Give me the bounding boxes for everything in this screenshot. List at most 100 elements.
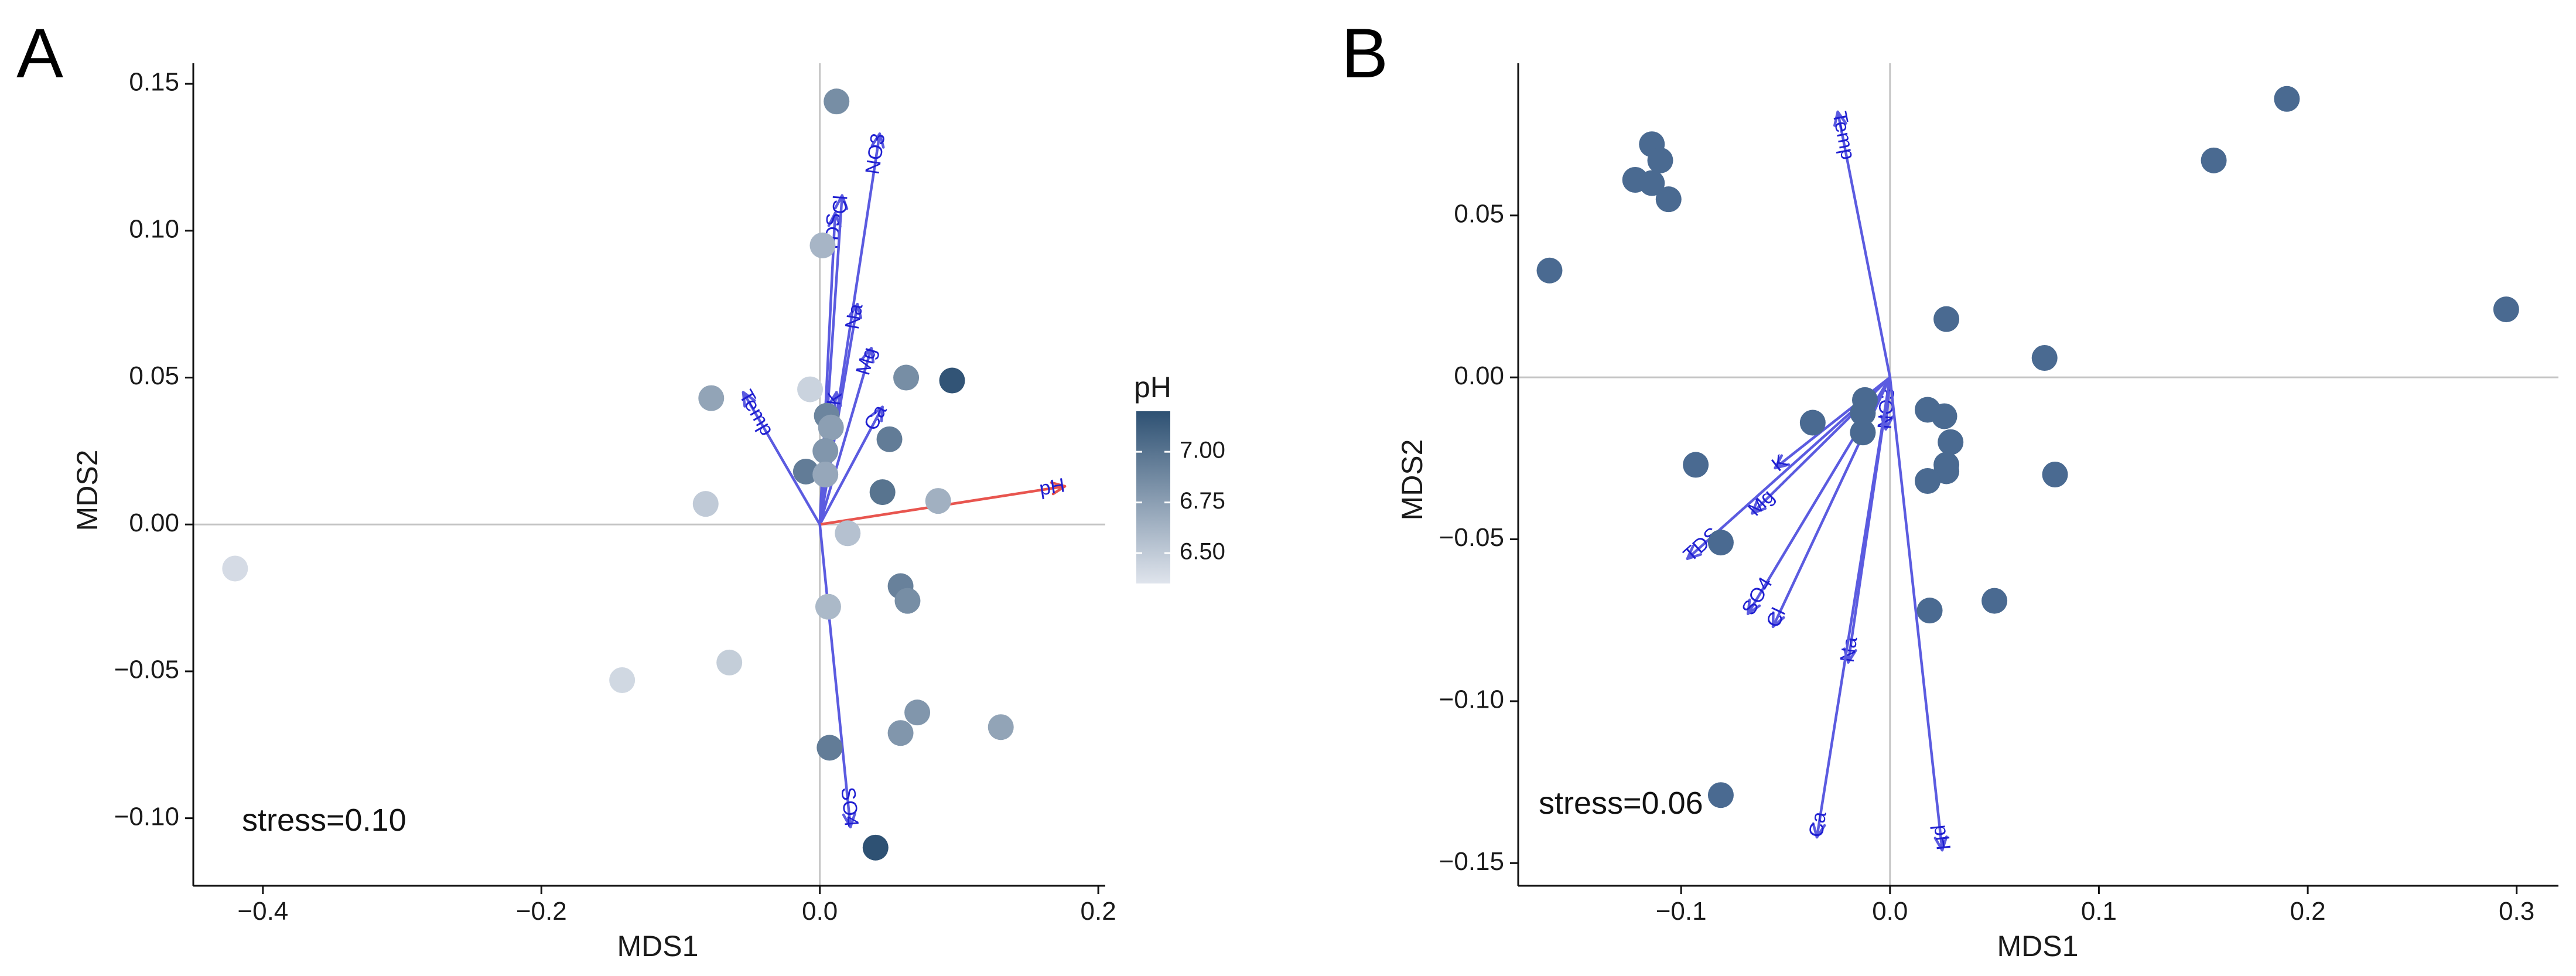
vector-so4: SO4 [818, 523, 863, 828]
y-tick-label: 0.00 [129, 509, 179, 537]
vector-arrowhead [860, 347, 875, 364]
x-tick-label: 0.2 [1081, 897, 1116, 926]
vector-arrowhead [742, 391, 756, 408]
vector-arrowhead [1751, 499, 1767, 515]
y-tick-label: 0.15 [129, 68, 179, 97]
vector-label: Cl [829, 194, 852, 215]
vector-shaft [742, 391, 821, 526]
data-point [1707, 530, 1734, 556]
data-point [1914, 468, 1940, 494]
y-tick-label: 0.00 [1454, 361, 1504, 390]
vector-label: SO4 [836, 786, 863, 828]
vector-arrowhead [828, 391, 842, 407]
points [1536, 86, 2519, 808]
data-point [698, 385, 725, 411]
x-tick-label: 0.0 [802, 897, 838, 926]
data-point [2042, 462, 2068, 487]
data-point [2031, 345, 2058, 371]
x-tick-label: 0.3 [2499, 897, 2534, 926]
data-point [1655, 186, 1682, 213]
data-point [1799, 409, 1826, 436]
vector-label: Na [841, 302, 867, 331]
vector-arrowhead [1774, 454, 1791, 470]
points [222, 88, 1014, 861]
vector-arrowhead [827, 211, 842, 228]
data-point [797, 376, 824, 402]
y-axis-title: MDS2 [1396, 439, 1429, 521]
vector-arrowhead [870, 132, 885, 149]
y-tick-label: −0.15 [1439, 847, 1504, 876]
panel-letter-b: B [1341, 14, 1388, 93]
legend-tick-label: 7.00 [1180, 438, 1225, 463]
y-tick-label: 0.10 [129, 214, 179, 243]
data-point [887, 720, 914, 746]
panel-b: B TempNO3KMgTDSSO4ClNaCapH −0.10.00.10.2… [1341, 14, 2558, 963]
x-axis-title: MDS1 [1997, 930, 2079, 963]
data-point [792, 458, 819, 484]
vector-ca: Ca [1805, 376, 1892, 839]
vector-shaft [818, 347, 873, 526]
data-point [862, 834, 889, 861]
data-point [1850, 419, 1876, 446]
vector-shaft [1815, 376, 1892, 839]
vector-label: pH [1038, 474, 1067, 500]
data-point [2201, 147, 2227, 173]
vector-arrowhead [1747, 598, 1761, 615]
data-point [816, 735, 843, 761]
vector-arrowhead [870, 405, 884, 422]
stress-label: stress=0.10 [242, 803, 406, 838]
vector-shaft [1836, 110, 1892, 379]
x-axis-title: MDS1 [617, 930, 699, 963]
data-point [1933, 306, 1960, 332]
data-point [835, 520, 861, 547]
panel-letter-a: A [16, 14, 63, 93]
vector-shaft [818, 405, 884, 526]
vector-arrowhead [1833, 110, 1847, 127]
vector-arrowhead [1812, 822, 1826, 839]
y-tick-label: −0.05 [114, 656, 179, 684]
x-tick-label: −0.1 [1656, 897, 1707, 926]
ph-legend: pH 6.50 6.75 7.00 [1134, 371, 1225, 583]
data-point [1683, 452, 1709, 478]
axes: −0.4 −0.2 0.0 0.2 −0.10 −0.05 0.00 0.05 0.10 0.15 [114, 63, 1116, 926]
data-point [925, 488, 951, 514]
data-point [1931, 403, 1957, 429]
data-point [609, 667, 636, 693]
vector-label: pH [1929, 824, 1955, 851]
data-point [222, 555, 248, 582]
x-tick-label: 0.0 [1872, 897, 1908, 926]
data-point [893, 364, 920, 391]
data-point [904, 699, 931, 726]
vector-ph: pH [1888, 376, 1955, 852]
y-tick-label: −0.05 [1439, 523, 1504, 552]
y-tick-label: 0.05 [129, 361, 179, 390]
data-point [692, 491, 719, 517]
legend-title: pH [1134, 371, 1171, 404]
data-point [824, 88, 850, 115]
axes: −0.1 0.0 0.1 0.2 0.3 −0.15 −0.10 −0.05 0.00 0.05 [1439, 63, 2558, 926]
data-point [1536, 257, 1563, 284]
data-point [1981, 588, 2008, 614]
stress-label: stress=0.06 [1539, 786, 1703, 821]
vector-shaft [818, 523, 852, 828]
data-point [2274, 86, 2300, 112]
data-point [1647, 147, 1673, 173]
vector-arrowhead [834, 194, 849, 210]
data-point [809, 232, 836, 258]
data-point [815, 593, 841, 620]
vector-label: Ca [1805, 810, 1830, 839]
data-point [894, 588, 921, 614]
data-point [1916, 598, 1943, 624]
vector-arrowhead [842, 812, 856, 828]
vector-arrowhead [848, 302, 863, 319]
x-tick-label: −0.2 [516, 897, 567, 926]
data-point [1938, 429, 1964, 455]
legend-colorbar [1136, 411, 1170, 583]
data-point [716, 649, 743, 675]
legend-tick-label: 6.75 [1180, 488, 1225, 514]
data-point [876, 426, 903, 452]
y-tick-label: 0.05 [1454, 199, 1504, 228]
